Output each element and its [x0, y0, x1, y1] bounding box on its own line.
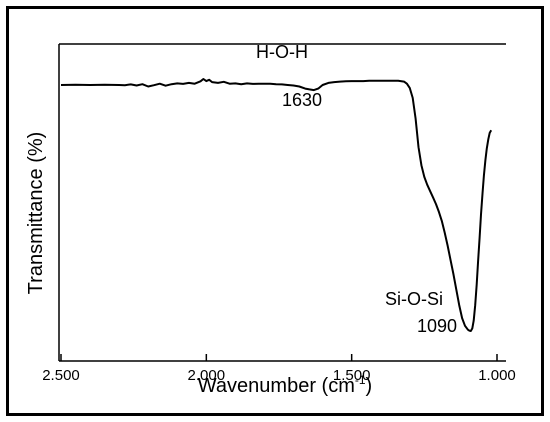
figure-frame	[6, 6, 544, 416]
annotation-siosi-label: Si-O-Si	[385, 289, 443, 309]
x-axis-title: Wavenumber (cm-1)	[198, 373, 372, 397]
x-tick-label: 1.500	[333, 367, 371, 384]
transmittance-series-line	[60, 78, 493, 332]
x-tick-label: 2.500	[42, 367, 80, 384]
x-ticks	[60, 354, 498, 361]
x-tick-labels: 2.500 2.000 1.500 1.000	[42, 367, 516, 384]
x-axis-title-main: Wavenumber (cm	[198, 375, 355, 397]
annotation-1630-label: 1630	[282, 90, 322, 110]
x-axis-title-superscript: -1	[355, 373, 366, 387]
x-axis-title-close: )	[366, 375, 373, 397]
annotation-hoh-label: H-O-H	[256, 42, 308, 62]
x-tick-label: 1.000	[478, 367, 516, 384]
y-axis-title: Transmittance (%)	[25, 132, 47, 295]
x-tick-label: 2.000	[188, 367, 226, 384]
annotation-1090-label: 1090	[417, 316, 457, 336]
